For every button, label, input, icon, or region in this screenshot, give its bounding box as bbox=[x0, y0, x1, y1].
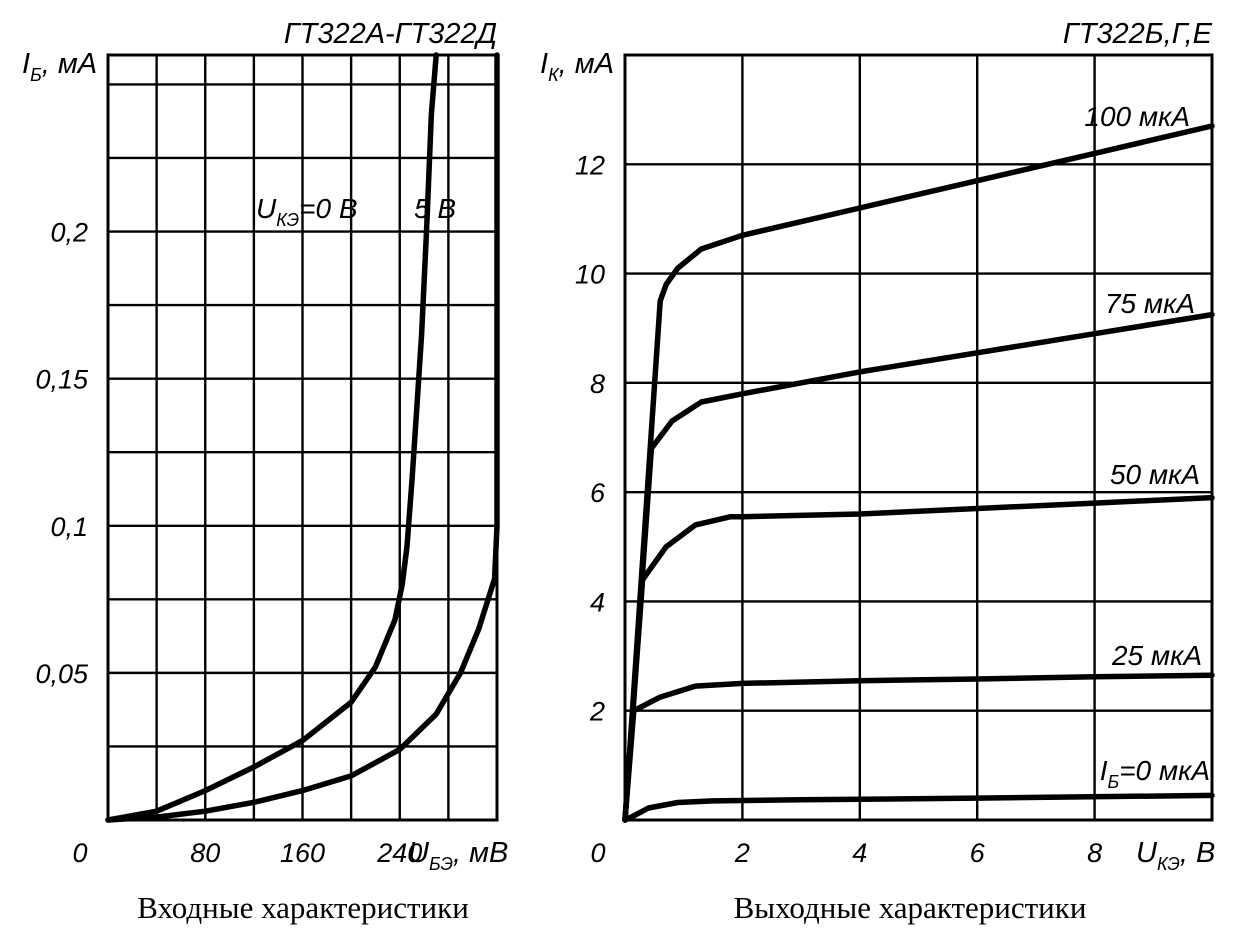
x-tick-label: 6 bbox=[970, 838, 986, 868]
series-line-5 bbox=[622, 792, 1215, 823]
output-characteristics-chart: ГТ322Б,Г,Е IК, мА UКЭ, В 0 2 4 6 8 2 4 6 8 10 12… bbox=[540, 18, 1215, 925]
x-tick-label: 80 bbox=[190, 838, 220, 868]
series-line-2 bbox=[622, 311, 1215, 823]
y-tick-label: 6 bbox=[590, 478, 606, 508]
input-chart-y-axis-label: IБ, мА bbox=[22, 48, 97, 85]
output-chart-x-ticks: 2 4 6 8 bbox=[734, 838, 1102, 868]
output-chart-x-axis-label: UКЭ, В bbox=[1136, 837, 1215, 874]
input-chart-x-axis-label: UБЭ, мВ bbox=[408, 837, 508, 874]
input-chart-grid bbox=[108, 55, 497, 820]
input-characteristics-chart: ГТ322А-ГТ322Д IБ, мА UБЭ, мВ 0 80 160 240 … bbox=[22, 18, 508, 925]
x-tick-label: 2 bbox=[734, 838, 750, 868]
y-tick-label: 0,1 bbox=[50, 512, 88, 542]
curve-label-ib-0uA: IБ=0 мкА bbox=[1100, 755, 1210, 792]
input-chart-origin-label: 0 bbox=[72, 838, 87, 868]
output-chart-y-ticks: 2 4 6 8 10 12 bbox=[575, 150, 606, 726]
curve-label-75uA: 75 мкА bbox=[1105, 288, 1195, 319]
series-line-3 bbox=[622, 494, 1215, 823]
x-tick-label: 240 bbox=[376, 838, 422, 868]
curve-label-50uA: 50 мкА bbox=[1110, 459, 1200, 490]
curve-label-100uA: 100 мкА bbox=[1084, 101, 1190, 132]
series-line-1 bbox=[105, 52, 439, 823]
output-chart-grid bbox=[625, 53, 1212, 820]
y-tick-label: 0,15 bbox=[35, 365, 89, 395]
output-chart-caption: Выходные характеристики bbox=[734, 890, 1087, 925]
y-tick-label: 8 bbox=[590, 369, 605, 399]
x-tick-label: 8 bbox=[1087, 838, 1102, 868]
output-chart-title: ГТ322Б,Г,Е bbox=[1063, 18, 1213, 50]
output-chart-curves bbox=[622, 123, 1215, 823]
output-chart-origin-label: 0 bbox=[590, 838, 605, 868]
series-line-1 bbox=[622, 123, 1215, 823]
input-chart-curves bbox=[105, 52, 500, 823]
input-chart-caption: Входные характеристики bbox=[137, 890, 469, 925]
y-tick-label: 0,2 bbox=[50, 218, 88, 248]
input-chart-x-ticks: 80 160 240 bbox=[190, 838, 422, 868]
output-chart-frame bbox=[623, 53, 1214, 822]
input-chart-title: ГТ322А-ГТ322Д bbox=[284, 18, 497, 50]
input-chart-y-ticks: 0,05 0,1 0,15 0,2 bbox=[35, 218, 89, 689]
y-tick-label: 4 bbox=[590, 587, 605, 617]
y-tick-label: 2 bbox=[589, 697, 605, 727]
curve-label-25uA: 25 мкА bbox=[1111, 640, 1202, 671]
x-tick-label: 160 bbox=[280, 838, 325, 868]
series-line-4 bbox=[622, 672, 1215, 823]
y-tick-label: 10 bbox=[575, 260, 605, 290]
x-tick-label: 4 bbox=[852, 838, 867, 868]
series-line-2 bbox=[105, 52, 500, 823]
output-chart-y-axis-label: IК, мА bbox=[540, 48, 614, 85]
curve-label-5v: 5 В bbox=[414, 193, 456, 224]
curve-label-uke-0v: UКЭ=0 В bbox=[256, 193, 358, 230]
y-tick-label: 0,05 bbox=[35, 659, 89, 689]
y-tick-label: 12 bbox=[575, 150, 605, 180]
